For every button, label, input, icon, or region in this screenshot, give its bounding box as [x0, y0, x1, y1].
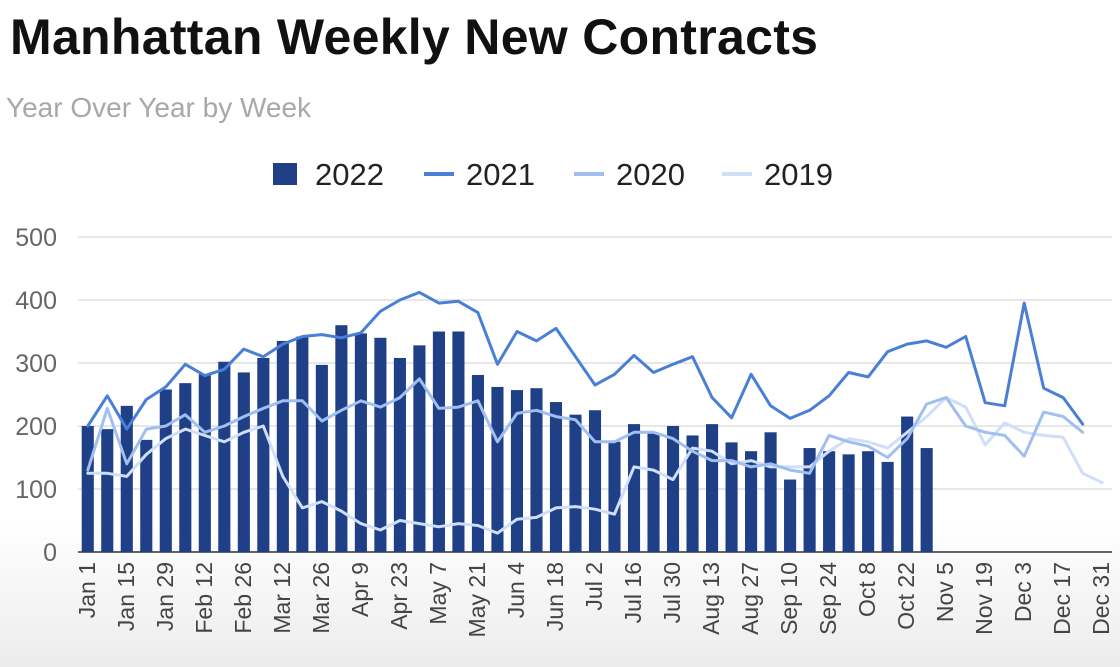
bar-2022-week-2 [101, 429, 114, 552]
bar-2022-week-12 [296, 336, 309, 552]
bar-2022-week-22 [491, 386, 504, 552]
x-tick-label: Jul 2 [581, 562, 607, 611]
chart-subtitle: Year Over Year by Week [6, 92, 312, 123]
bar-2022-week-43 [901, 416, 914, 552]
x-tick-label: Dec 31 [1088, 562, 1114, 635]
x-tick-label: Feb 26 [230, 562, 256, 634]
bar-2022-week-4 [140, 439, 153, 552]
x-tick-label: Jul 16 [620, 562, 646, 623]
legend-label-2021: 2021 [466, 157, 535, 192]
line-series-2020 [86, 377, 1085, 475]
x-tick-label: Dec 3 [1010, 562, 1036, 622]
x-tick-label: Jan 15 [113, 562, 139, 631]
series-2022-bars [81, 325, 933, 552]
x-tick-label: Mar 12 [269, 562, 295, 634]
x-tick-label: Nov 19 [971, 562, 997, 635]
x-axis: Jan 1 Jan 15 Jan 29 Feb 12 Feb 26 Mar 12 Mar 2… [74, 562, 1114, 638]
bar-2022-week-11 [276, 340, 289, 552]
x-tick-label: Feb 12 [191, 562, 217, 634]
y-tick-label: 400 [15, 287, 57, 315]
line-series-2021 [86, 290, 1085, 431]
x-tick-label: Jan 29 [152, 562, 178, 631]
x-tick-label: Jul 30 [659, 562, 685, 623]
bar-2022-week-18 [413, 345, 426, 552]
y-tick-label: 0 [43, 539, 57, 567]
x-tick-label: Sep 10 [776, 562, 802, 635]
legend-label-2020: 2020 [616, 157, 685, 192]
bar-2022-week-6 [179, 383, 192, 552]
bar-2022-week-8 [218, 361, 231, 552]
x-tick-label: Mar 26 [308, 562, 334, 634]
x-tick-label: Aug 13 [698, 562, 724, 635]
y-tick-label: 500 [15, 224, 57, 252]
line-series-2019 [86, 396, 1104, 535]
bar-2022-week-14 [335, 325, 348, 552]
bar-2022-week-26 [569, 414, 582, 552]
bar-2022-week-37 [784, 479, 797, 552]
x-tick-label: Aug 27 [737, 562, 763, 635]
x-tick-label: Oct 8 [854, 562, 880, 617]
bar-2022-week-40 [842, 454, 855, 552]
bar-2022-week-41 [862, 451, 875, 552]
bar-2022-week-29 [627, 424, 641, 552]
y-tick-label: 100 [15, 476, 57, 504]
bar-2022-week-13 [315, 364, 328, 552]
x-tick-label: Oct 22 [893, 562, 919, 630]
bar-2022-week-34 [725, 442, 738, 552]
bar-2022-week-1 [81, 426, 94, 552]
bar-2022-week-10 [257, 357, 270, 552]
series-lines [86, 290, 1104, 535]
x-tick-label: Jun 4 [503, 562, 529, 618]
x-tick-label: May 21 [464, 562, 490, 637]
x-tick-label: May 7 [425, 562, 451, 625]
x-tick-label: Dec 17 [1049, 562, 1075, 635]
legend-swatch-2022 [273, 163, 297, 185]
bar-2022-week-23 [510, 390, 524, 552]
bar-2022-week-39 [823, 451, 836, 552]
bar-2022-week-31 [666, 426, 680, 552]
bar-2022-week-30 [647, 433, 660, 552]
bar-2022-week-20 [452, 331, 465, 552]
bar-2022-week-3 [120, 405, 133, 552]
bar-2022-week-21 [471, 374, 484, 552]
x-tick-label: Apr 9 [347, 562, 373, 617]
x-tick-label: Apr 23 [386, 562, 412, 630]
bar-2022-week-27 [588, 410, 602, 552]
bar-2022-week-16 [374, 337, 387, 552]
y-tick-label: 200 [15, 413, 57, 441]
bar-2022-week-32 [686, 435, 699, 552]
grid-lines [78, 236, 1112, 553]
bar-2022-week-24 [530, 388, 543, 552]
bar-2022-week-5 [159, 389, 172, 552]
bar-2022-week-9 [237, 372, 250, 552]
bar-2022-week-36 [764, 432, 777, 552]
y-axis: 0 100 200 300 400 500 [15, 224, 57, 567]
x-tick-label: Sep 24 [815, 562, 841, 635]
x-tick-label: Jan 1 [74, 562, 100, 618]
y-tick-label: 300 [15, 350, 57, 378]
bar-2022-week-44 [920, 448, 933, 552]
x-tick-label: Nov 5 [932, 562, 958, 622]
bar-2022-week-7 [198, 374, 211, 552]
bar-2022-week-17 [393, 357, 406, 552]
bar-2022-week-15 [354, 333, 367, 552]
legend-label-2019: 2019 [764, 157, 833, 192]
x-tick-label: Jun 18 [542, 562, 568, 631]
bar-2022-week-35 [745, 451, 758, 552]
legend: 2022 2021 2020 2019 [273, 157, 833, 192]
bar-2022-week-42 [881, 461, 894, 552]
bar-2022-week-33 [706, 424, 719, 552]
bar-2022-week-25 [549, 402, 563, 552]
chart-title: Manhattan Weekly New Contracts [10, 9, 819, 65]
bar-2022-week-19 [432, 331, 445, 552]
legend-label-2022: 2022 [315, 157, 384, 192]
bar-2022-week-28 [608, 441, 621, 552]
